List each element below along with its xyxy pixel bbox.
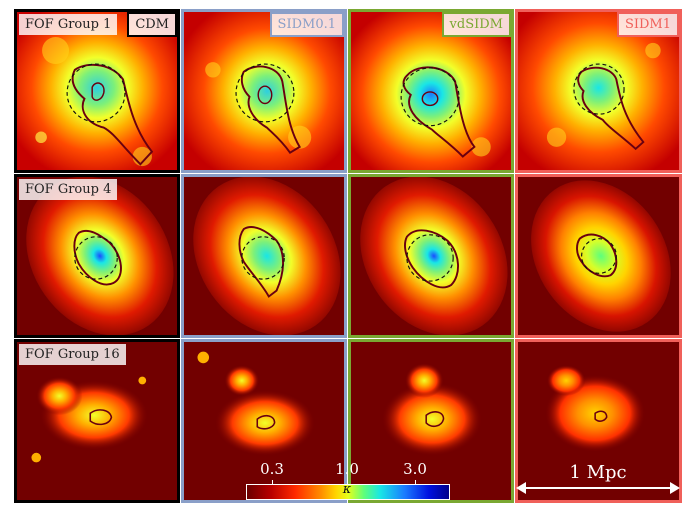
convergence-map [351,12,511,170]
panel-sidm1-group1: SIDM1 [515,9,682,173]
scale-bar-line [520,487,676,489]
colorbar-tick: 3.0 [403,460,427,478]
colorbar-tickmark [347,480,348,485]
model-label-cdm: CDM [127,12,177,37]
convergence-map [184,177,344,335]
arrow-left-icon [516,482,526,494]
panel-cdm-group16: FOF Group 16 [14,339,180,503]
colorbar-tick: 0.3 [260,460,284,478]
convergence-map [184,12,344,170]
panel-sidm01-group16 [181,339,347,503]
panel-vdsidm-group16 [348,339,514,503]
convergence-map [17,177,177,335]
colorbar-tickmark [272,480,273,485]
panel-vdsidm-group4 [348,174,514,338]
panel-sidm01-group4 [181,174,347,338]
lensing-map-grid: FOF Group 1 CDM SIDM0.1 [14,9,682,503]
model-label-vdsidm: vdSIDM [441,12,511,37]
group-label: FOF Group 1 [19,14,118,35]
panel-cdm-group4: FOF Group 4 [14,174,180,338]
convergence-map [351,342,511,500]
colorbar-gradient [246,484,450,500]
group-label: FOF Group 4 [19,179,118,200]
convergence-map [17,12,177,170]
scale-bar: 1 Mpc [516,462,680,496]
panel-cdm-group1: FOF Group 1 CDM [14,9,180,173]
panel-sidm1-group4 [515,174,682,338]
convergence-map [184,342,344,500]
colorbar-label: κ [342,482,352,497]
convergence-map [518,177,679,335]
colorbar: 0.3 1.0 3.0 κ [246,460,450,502]
panel-vdsidm-group1: vdSIDM [348,9,514,173]
convergence-map [351,177,511,335]
colorbar-tick: 1.0 [335,460,359,478]
convergence-map [518,12,679,170]
panel-sidm01-group1: SIDM0.1 [181,9,347,173]
panel-sidm1-group16 [515,339,682,503]
group-label: FOF Group 16 [19,344,126,365]
model-label-sidm01: SIDM0.1 [269,12,344,37]
convergence-map [518,342,679,500]
model-label-sidm1: SIDM1 [616,12,679,37]
convergence-map [17,342,177,500]
colorbar-tickmark [415,480,416,485]
scale-bar-label: 1 Mpc [569,462,627,483]
arrow-right-icon [670,482,680,494]
